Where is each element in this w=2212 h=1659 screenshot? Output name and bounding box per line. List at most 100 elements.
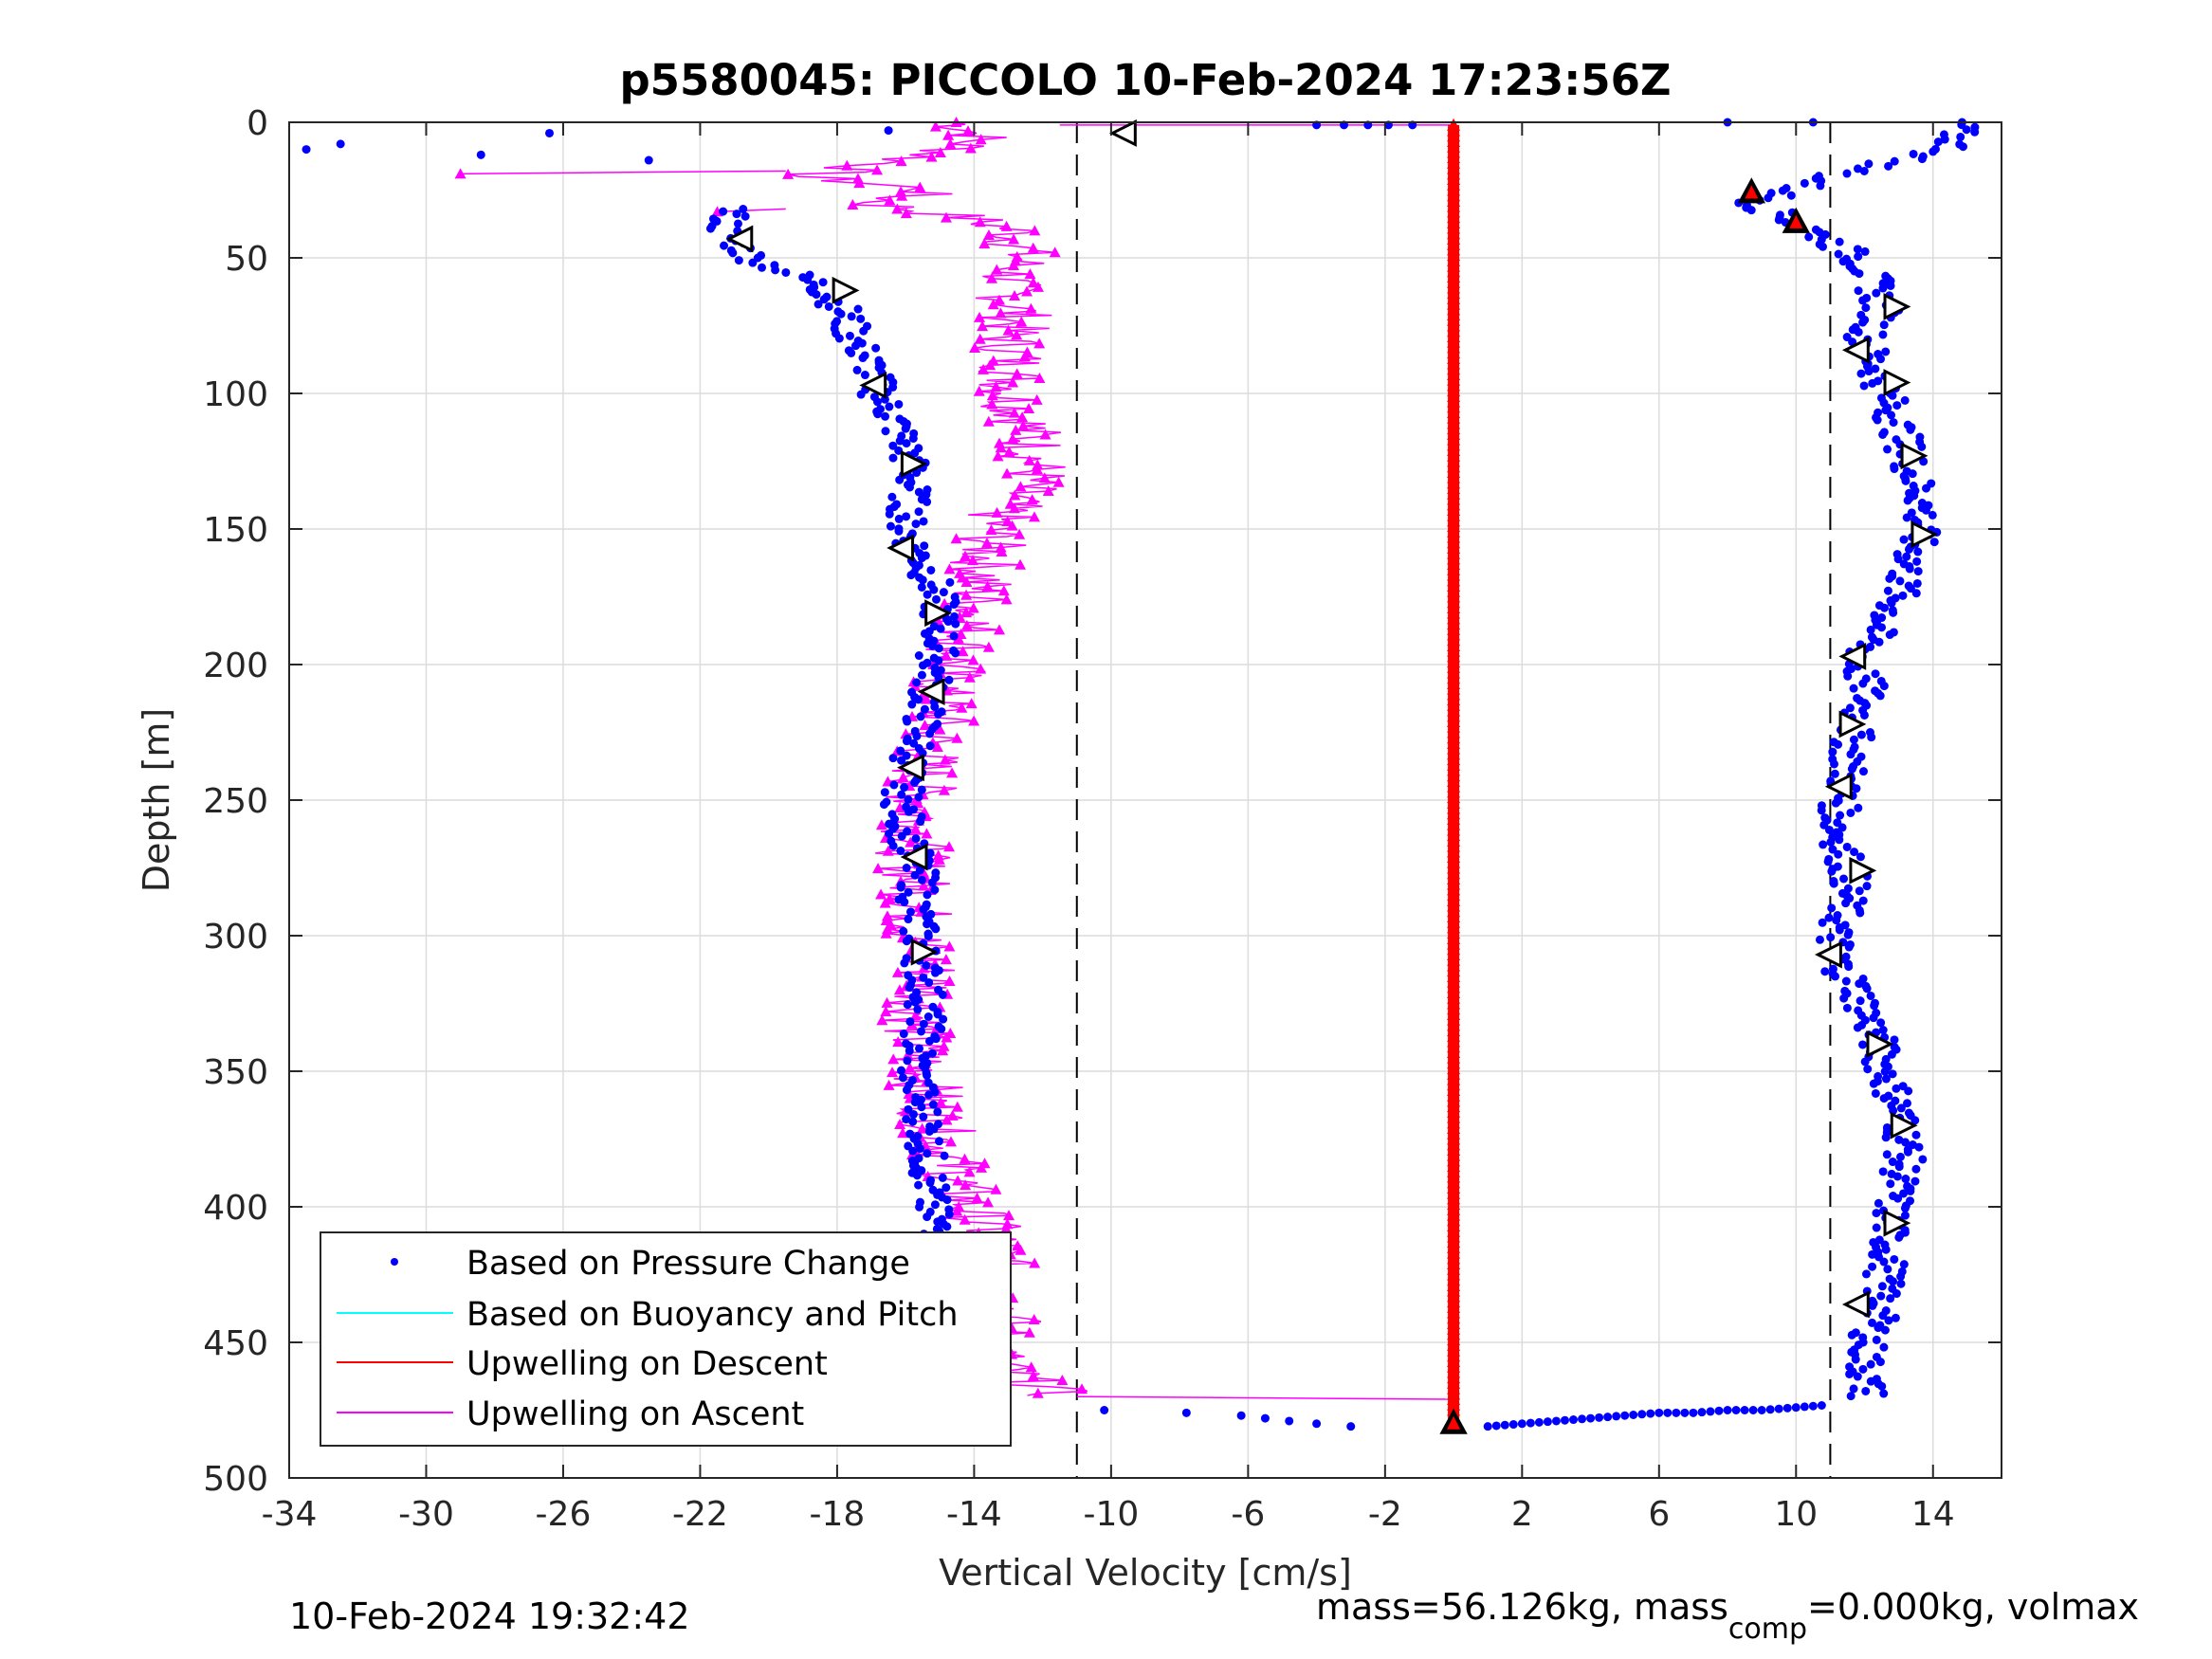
pressure-change-point: [758, 263, 767, 272]
pressure-change-point: [1881, 1245, 1891, 1254]
pressure-change-point: [924, 1090, 934, 1100]
ascent-upwelling-point: [925, 151, 938, 162]
ascent-upwelling-point: [853, 177, 866, 189]
ascent-upwelling-point: [875, 819, 887, 830]
pressure-change-point: [1889, 418, 1898, 428]
ascent-upwelling-point: [909, 823, 922, 834]
x-tick-label: -34: [262, 1495, 318, 1534]
pressure-change-point: [942, 1195, 952, 1205]
pressure-change-point: [1778, 186, 1787, 195]
pressure-change-point: [1866, 625, 1875, 634]
pressure-change-point: [1888, 1069, 1897, 1079]
pressure-change-point: [1856, 908, 1865, 918]
pressure-change-point: [1889, 608, 1898, 617]
pressure-change-point: [906, 571, 916, 580]
ascent-upwelling-point: [1033, 372, 1046, 383]
ascent-upwelling-point: [985, 272, 997, 283]
ascent-upwelling-point: [1023, 403, 1035, 414]
pressure-change-point: [919, 973, 928, 982]
ascent-upwelling-point: [939, 754, 951, 765]
pressure-change-point: [1894, 1232, 1904, 1242]
open-triangle-left-marker: [725, 225, 754, 253]
pressure-change-point: [871, 343, 881, 353]
ascent-upwelling-point: [982, 641, 995, 652]
pressure-change-point: [740, 211, 750, 221]
pressure-change-point: [1929, 538, 1939, 547]
ascent-upwelling-point: [960, 619, 973, 630]
ascent-upwelling-point: [1007, 376, 1019, 388]
pressure-change-point: [1483, 1422, 1492, 1431]
ascent-upwelling-point: [991, 506, 1003, 518]
pressure-change-point: [1928, 510, 1937, 520]
x-tick-label: 10: [1774, 1495, 1818, 1534]
pressure-change-point: [924, 1036, 934, 1046]
ascent-upwelling-point: [952, 632, 964, 644]
ascent-upwelling-point: [982, 1196, 995, 1208]
pressure-change-point: [1862, 882, 1872, 891]
footer-mass-prefix: mass=56.126kg, mass: [1316, 1586, 1728, 1628]
pressure-change-point: [1849, 684, 1858, 693]
pressure-change-point: [1808, 1401, 1818, 1411]
pressure-change-point: [824, 301, 833, 311]
pressure-change-point: [923, 1070, 932, 1080]
pressure-change-point: [917, 670, 926, 680]
pressure-change-point: [930, 1200, 940, 1210]
pressure-change-point: [1879, 320, 1889, 330]
footer-mass-info: mass=56.126kg, masscomp=0.000kg, volmax: [1316, 1586, 2139, 1646]
pressure-change-point: [1834, 849, 1843, 859]
pressure-change-point: [1603, 1413, 1613, 1422]
y-tick-label: 50: [225, 240, 268, 279]
pressure-change-point: [915, 1202, 924, 1212]
pressure-change-point: [1817, 1400, 1826, 1410]
ascent-upwelling-point: [960, 589, 973, 600]
pressure-change-point: [912, 732, 922, 741]
ascent-upwelling-point: [1008, 407, 1020, 418]
ascent-upwelling-point: [938, 784, 950, 795]
ascent-upwelling-point: [1042, 484, 1054, 496]
pressure-change-point: [1543, 1417, 1552, 1427]
pressure-change-point: [931, 1034, 941, 1044]
pressure-change-point: [899, 1030, 908, 1039]
pressure-change-point: [885, 509, 894, 519]
legend-label-pressure: Based on Pressure Change: [466, 1245, 910, 1283]
pressure-change-point: [1757, 1406, 1766, 1414]
pressure-change-point: [1859, 166, 1869, 175]
pressure-change-point: [1526, 1418, 1535, 1428]
ascent-upwelling-point: [1027, 277, 1039, 288]
ascent-outlier-line: [460, 170, 786, 175]
open-triangle-left-marker: [859, 371, 887, 399]
ascent-upwelling-point: [996, 546, 1008, 557]
pressure-change-point: [914, 793, 923, 802]
ascent-upwelling-point: [964, 142, 977, 154]
x-tick-label: 14: [1911, 1495, 1955, 1534]
pressure-change-point: [1890, 1254, 1899, 1264]
pressure-change-point: [898, 1073, 907, 1083]
pressure-change-point: [803, 275, 813, 284]
pressure-change-point: [894, 399, 904, 409]
pressure-change-point: [1896, 1272, 1906, 1282]
ascent-upwelling-point: [951, 1205, 963, 1216]
ascent-upwelling-point: [966, 555, 978, 566]
pressure-change-point: [1919, 457, 1929, 466]
pressure-change-point: [739, 205, 748, 214]
ascent-upwelling-point: [881, 996, 893, 1008]
ascent-upwelling-point: [973, 385, 985, 396]
pressure-change-point: [1892, 1289, 1901, 1299]
pressure-change-point: [894, 526, 904, 536]
open-triangle-right-marker: [1900, 442, 1929, 470]
pressure-change-point: [918, 575, 927, 585]
ascent-upwelling-point: [943, 563, 956, 574]
ascent-upwelling-point: [1000, 593, 1013, 605]
pressure-change-point: [902, 937, 911, 946]
pressure-change-point: [1508, 1420, 1518, 1430]
ascent-upwelling-point: [990, 381, 1002, 392]
pressure-change-point: [1740, 1406, 1749, 1414]
pressure-change-point: [819, 295, 829, 304]
ascent-upwelling-point: [935, 1097, 947, 1108]
pressure-change-point: [1910, 1176, 1920, 1186]
pressure-change-point: [1858, 1364, 1868, 1374]
pressure-change-point: [1858, 679, 1868, 688]
pressure-change-point: [902, 512, 911, 521]
pressure-change-point: [1782, 1403, 1792, 1413]
pressure-change-point: [845, 331, 854, 340]
